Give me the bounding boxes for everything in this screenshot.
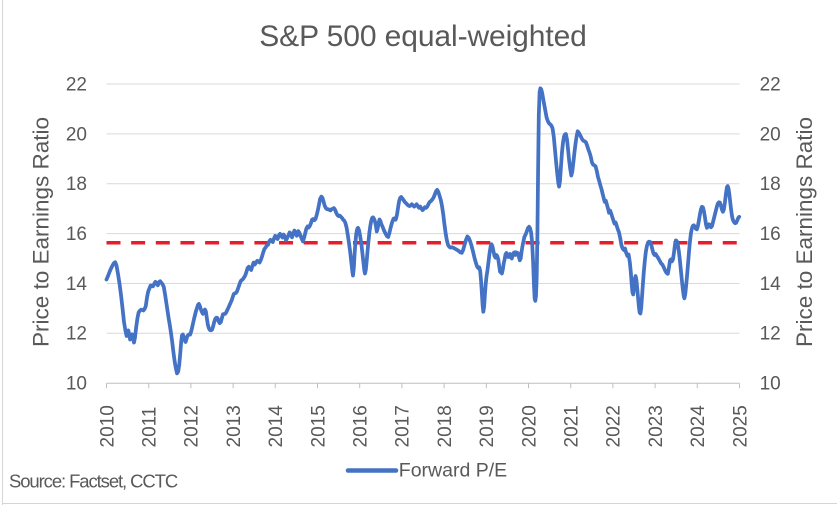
svg-text:10: 10 bbox=[760, 374, 781, 395]
svg-text:2018: 2018 bbox=[435, 405, 456, 447]
svg-text:2022: 2022 bbox=[604, 405, 625, 447]
svg-text:2012: 2012 bbox=[182, 405, 203, 447]
svg-text:10: 10 bbox=[66, 374, 87, 395]
svg-text:2011: 2011 bbox=[140, 407, 161, 448]
svg-text:S&P 500 equal-weighted: S&P 500 equal-weighted bbox=[259, 20, 587, 53]
svg-text:16: 16 bbox=[760, 224, 781, 245]
svg-text:2025: 2025 bbox=[730, 405, 751, 447]
svg-text:2023: 2023 bbox=[646, 405, 667, 447]
svg-text:14: 14 bbox=[66, 274, 88, 295]
svg-text:20: 20 bbox=[760, 124, 781, 145]
svg-text:2013: 2013 bbox=[224, 405, 245, 447]
svg-text:Source: Factset, CCTC: Source: Factset, CCTC bbox=[9, 471, 178, 492]
svg-text:18: 18 bbox=[66, 174, 87, 195]
svg-text:22: 22 bbox=[66, 74, 87, 95]
svg-text:12: 12 bbox=[760, 324, 781, 345]
svg-text:16: 16 bbox=[66, 224, 87, 245]
svg-text:2017: 2017 bbox=[393, 405, 414, 447]
svg-text:2014: 2014 bbox=[266, 405, 287, 448]
svg-text:20: 20 bbox=[66, 124, 87, 145]
svg-text:2010: 2010 bbox=[97, 405, 118, 447]
svg-text:2021: 2021 bbox=[562, 405, 583, 447]
svg-text:2020: 2020 bbox=[519, 405, 540, 447]
svg-text:Forward P/E: Forward P/E bbox=[399, 460, 507, 482]
svg-text:Price to Earnings Ratio: Price to Earnings Ratio bbox=[792, 117, 817, 347]
svg-text:Price to Earnings Ratio: Price to Earnings Ratio bbox=[29, 117, 54, 347]
svg-text:14: 14 bbox=[760, 274, 782, 295]
svg-text:12: 12 bbox=[66, 324, 87, 345]
svg-text:2015: 2015 bbox=[308, 405, 329, 447]
svg-text:2016: 2016 bbox=[351, 405, 372, 447]
svg-text:2019: 2019 bbox=[477, 405, 498, 447]
svg-text:18: 18 bbox=[760, 174, 781, 195]
svg-text:2024: 2024 bbox=[688, 405, 709, 448]
svg-text:22: 22 bbox=[760, 74, 781, 95]
